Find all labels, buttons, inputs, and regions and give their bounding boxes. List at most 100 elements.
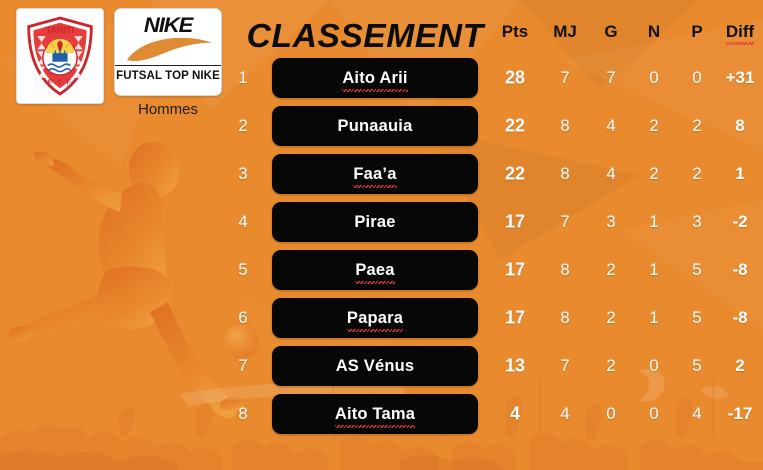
stat-g: 0 — [606, 404, 616, 423]
team-name-bar[interactable]: AS Vénus — [272, 346, 478, 386]
team-name: Papara — [346, 308, 404, 332]
page-title: CLASSEMENT — [246, 17, 484, 54]
stats-group: 4 4 0 0 4 -17 — [492, 394, 757, 434]
team-name-bar[interactable]: Pirae — [272, 202, 478, 242]
rank-number: 4 — [238, 212, 248, 231]
stat-n: 0 — [649, 404, 659, 423]
table-row[interactable]: 5 Paea 17 8 2 1 5 -8 — [0, 250, 763, 290]
stat-n: 2 — [649, 164, 659, 183]
stats-group: 22 8 4 2 2 1 — [492, 154, 757, 194]
stat-diff: 1 — [735, 164, 745, 183]
column-header-g: G — [604, 22, 618, 41]
stat-mj: 8 — [560, 116, 570, 135]
crest-bottom-text: F T F — [48, 78, 73, 86]
stats-group: 28 7 7 0 0 +31 — [492, 58, 757, 98]
stat-p: 2 — [692, 164, 702, 183]
stat-diff: 2 — [735, 356, 745, 375]
stat-p: 5 — [692, 308, 702, 327]
stat-g: 3 — [606, 212, 616, 231]
table-row[interactable]: 1 Aito Arii 28 7 7 0 0 +31 — [0, 58, 763, 98]
stats-group: 17 7 3 1 3 -2 — [492, 202, 757, 242]
stat-g: 2 — [606, 260, 616, 279]
stat-g: 4 — [606, 116, 616, 135]
stat-pts: 22 — [504, 163, 526, 184]
rank-number: 1 — [238, 68, 248, 87]
stat-diff: -8 — [732, 260, 748, 279]
team-name: AS Vénus — [335, 356, 415, 375]
team-name: Paea — [355, 260, 396, 284]
column-header-diff: Diff — [725, 22, 755, 45]
team-name: Aito Tama — [334, 404, 416, 428]
stat-mj: 8 — [560, 308, 570, 327]
branding-block: TAHITI F T F NIKE FUTSAL TOP NIKE Hommes — [16, 8, 222, 118]
category-label: Hommes — [137, 101, 198, 118]
stat-pts: 22 — [504, 115, 526, 136]
stat-p: 3 — [692, 212, 702, 231]
stat-p: 2 — [692, 116, 702, 135]
team-name: Aito Arii — [342, 68, 409, 92]
stat-g: 2 — [606, 308, 616, 327]
stat-n: 0 — [649, 68, 659, 87]
competition-name: FUTSAL TOP NIKE — [116, 70, 220, 82]
stat-n: 1 — [649, 260, 659, 279]
team-name: Punaauia — [337, 116, 413, 135]
nike-sponsor-card: NIKE FUTSAL TOP NIKE — [114, 8, 222, 96]
table-row[interactable]: 4 Pirae 17 7 3 1 3 -2 — [0, 202, 763, 242]
team-name-bar[interactable]: Paea — [272, 250, 478, 290]
stat-diff: -17 — [727, 404, 753, 423]
stat-diff: 8 — [735, 116, 745, 135]
rank-number: 8 — [238, 404, 248, 423]
stat-diff: -2 — [732, 212, 748, 231]
stat-diff: -8 — [732, 308, 748, 327]
team-name-bar[interactable]: Aito Arii — [272, 58, 478, 98]
stat-n: 0 — [649, 356, 659, 375]
team-name: Pirae — [354, 212, 396, 231]
stat-pts: 13 — [504, 355, 526, 376]
stat-p: 5 — [692, 356, 702, 375]
stat-mj: 7 — [560, 68, 570, 87]
stats-group: 13 7 2 0 5 2 — [492, 346, 757, 386]
tahiti-ftf-crest-icon: TAHITI F T F — [16, 8, 104, 104]
rank-number: 5 — [238, 260, 248, 279]
stat-mj: 8 — [560, 260, 570, 279]
team-name-bar[interactable]: Punaauia — [272, 106, 478, 146]
stat-mj: 8 — [560, 164, 570, 183]
table-row[interactable]: 7 AS Vénus 13 7 2 0 5 2 — [0, 346, 763, 386]
stat-p: 4 — [692, 404, 702, 423]
crest-top-text: TAHITI — [46, 25, 74, 35]
sponsor-block: NIKE FUTSAL TOP NIKE Hommes — [114, 8, 222, 118]
team-name-bar[interactable]: Faa’a — [272, 154, 478, 194]
column-header-pts: Pts — [501, 22, 529, 41]
stat-g: 7 — [606, 68, 616, 87]
team-name: Faa’a — [353, 164, 397, 188]
column-header-mj: MJ — [553, 22, 577, 41]
rank-number: 7 — [238, 356, 248, 375]
stat-g: 4 — [606, 164, 616, 183]
team-name-bar[interactable]: Papara — [272, 298, 478, 338]
standings-table: 1 Aito Arii 28 7 7 0 0 +31 2 Punaauia 22 8 4 2 2 8 3 Faa’… — [0, 58, 763, 442]
nike-divider — [115, 65, 221, 66]
table-row[interactable]: 3 Faa’a 22 8 4 2 2 1 — [0, 154, 763, 194]
table-row[interactable]: 8 Aito Tama 4 4 0 0 4 -17 — [0, 394, 763, 434]
team-name-bar[interactable]: Aito Tama — [272, 394, 478, 434]
stat-pts: 28 — [504, 67, 526, 88]
column-header-n: N — [647, 22, 661, 41]
stat-pts: 17 — [504, 307, 526, 328]
stat-p: 5 — [692, 260, 702, 279]
table-row[interactable]: 6 Papara 17 8 2 1 5 -8 — [0, 298, 763, 338]
stat-p: 0 — [692, 68, 702, 87]
column-header-p: P — [691, 22, 703, 41]
stat-pts: 4 — [509, 403, 521, 424]
stat-pts: 17 — [504, 211, 526, 232]
stat-diff: +31 — [725, 68, 755, 87]
rank-number: 2 — [238, 116, 248, 135]
stat-mj: 4 — [560, 404, 570, 423]
table-row[interactable]: 2 Punaauia 22 8 4 2 2 8 — [0, 106, 763, 146]
stat-n: 1 — [649, 212, 659, 231]
stat-n: 1 — [649, 308, 659, 327]
rank-number: 6 — [238, 308, 248, 327]
stat-g: 2 — [606, 356, 616, 375]
stat-pts: 17 — [504, 259, 526, 280]
stats-group: 17 8 2 1 5 -8 — [492, 250, 757, 290]
